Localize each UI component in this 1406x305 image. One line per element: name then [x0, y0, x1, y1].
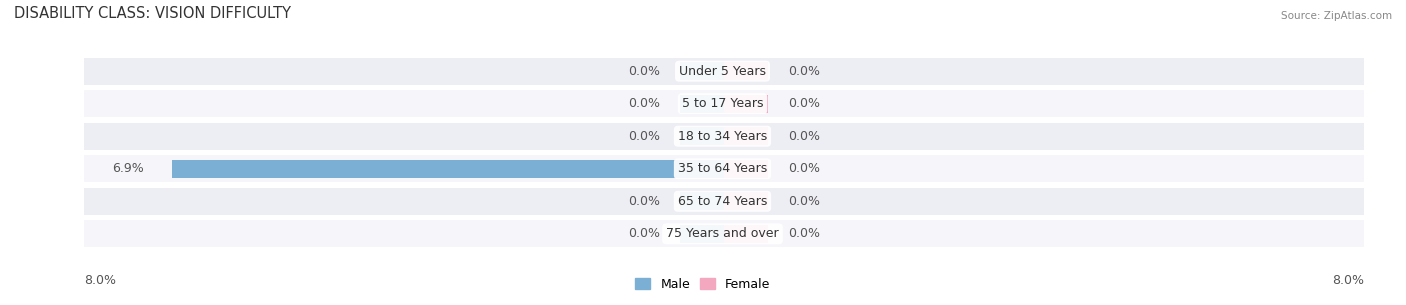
Bar	[681, 95, 724, 113]
Text: 0.0%: 0.0%	[787, 65, 820, 78]
Text: Under 5 Years: Under 5 Years	[679, 65, 766, 78]
Text: 0.0%: 0.0%	[787, 130, 820, 143]
Text: 0.0%: 0.0%	[787, 162, 820, 175]
Text: 0.0%: 0.0%	[628, 130, 661, 143]
Text: 0.0%: 0.0%	[628, 65, 661, 78]
Text: 0.0%: 0.0%	[787, 227, 820, 240]
Text: DISABILITY CLASS: VISION DIFFICULTY: DISABILITY CLASS: VISION DIFFICULTY	[14, 6, 291, 21]
Bar	[724, 221, 1364, 247]
Text: 0.0%: 0.0%	[628, 227, 661, 240]
Text: 5 to 17 Years: 5 to 17 Years	[682, 97, 763, 110]
Bar	[724, 58, 1364, 84]
Bar	[724, 95, 768, 113]
Bar	[84, 123, 724, 149]
Text: 0.0%: 0.0%	[787, 97, 820, 110]
Bar	[84, 58, 724, 84]
Bar	[724, 123, 1364, 149]
Text: 35 to 64 Years: 35 to 64 Years	[678, 162, 768, 175]
Bar	[681, 225, 724, 243]
Bar	[724, 90, 1364, 117]
Text: 0.0%: 0.0%	[787, 195, 820, 208]
Text: 75 Years and over: 75 Years and over	[666, 227, 779, 240]
Bar	[173, 160, 724, 178]
Legend: Male, Female: Male, Female	[630, 273, 776, 296]
Bar	[84, 188, 724, 215]
Text: Source: ZipAtlas.com: Source: ZipAtlas.com	[1281, 11, 1392, 21]
Text: 8.0%: 8.0%	[84, 274, 117, 288]
Text: 65 to 74 Years: 65 to 74 Years	[678, 195, 768, 208]
Bar	[724, 192, 768, 210]
Bar	[681, 192, 724, 210]
Text: 0.0%: 0.0%	[628, 195, 661, 208]
Text: 0.0%: 0.0%	[628, 97, 661, 110]
Bar	[84, 221, 724, 247]
Bar	[681, 127, 724, 145]
Bar	[724, 62, 768, 80]
Bar	[681, 62, 724, 80]
Bar	[724, 160, 768, 178]
Text: 8.0%: 8.0%	[1331, 274, 1364, 288]
Bar	[724, 188, 1364, 215]
Bar	[84, 90, 724, 117]
Bar	[724, 225, 768, 243]
Bar	[84, 156, 724, 182]
Text: 6.9%: 6.9%	[112, 162, 145, 175]
Bar	[724, 127, 768, 145]
Text: 18 to 34 Years: 18 to 34 Years	[678, 130, 768, 143]
Bar	[724, 156, 1364, 182]
